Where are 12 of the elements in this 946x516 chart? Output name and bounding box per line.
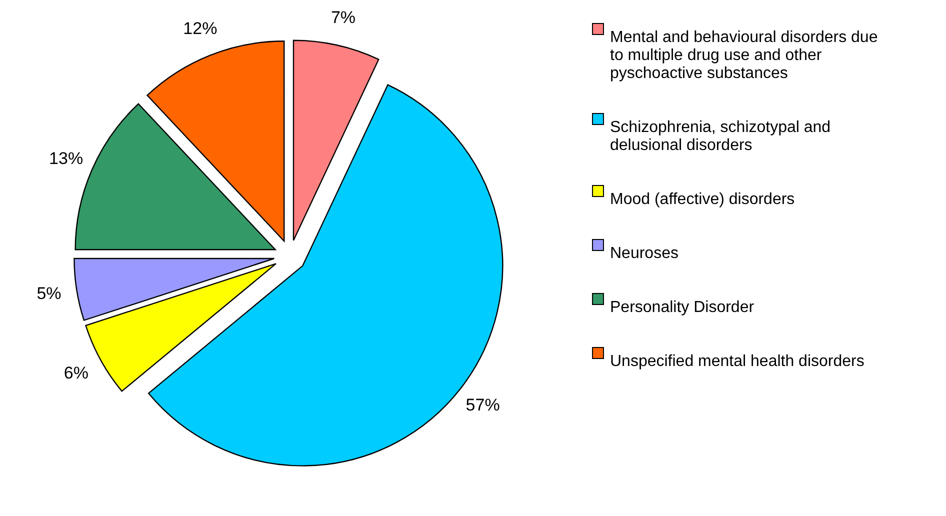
legend-label: Mood (affective) disorders (610, 191, 795, 208)
legend-label: Neuroses (610, 245, 678, 262)
data-label: 6% (64, 364, 88, 383)
data-label: 12% (183, 19, 218, 38)
data-label: 57% (466, 396, 500, 415)
legend-label: Schizophrenia, schizotypal and delusional disorders (610, 119, 831, 154)
legend-label: Mental and behavioural disorders due to multiple drug use and other pyschoactive substances (610, 29, 878, 82)
data-label: 5% (36, 284, 62, 304)
data-label: 13% (49, 149, 84, 168)
legend-label: Unspecified mental health disorders (610, 353, 864, 370)
legend-label: Personality Disorder (610, 299, 755, 316)
data-label: 7% (330, 8, 356, 27)
